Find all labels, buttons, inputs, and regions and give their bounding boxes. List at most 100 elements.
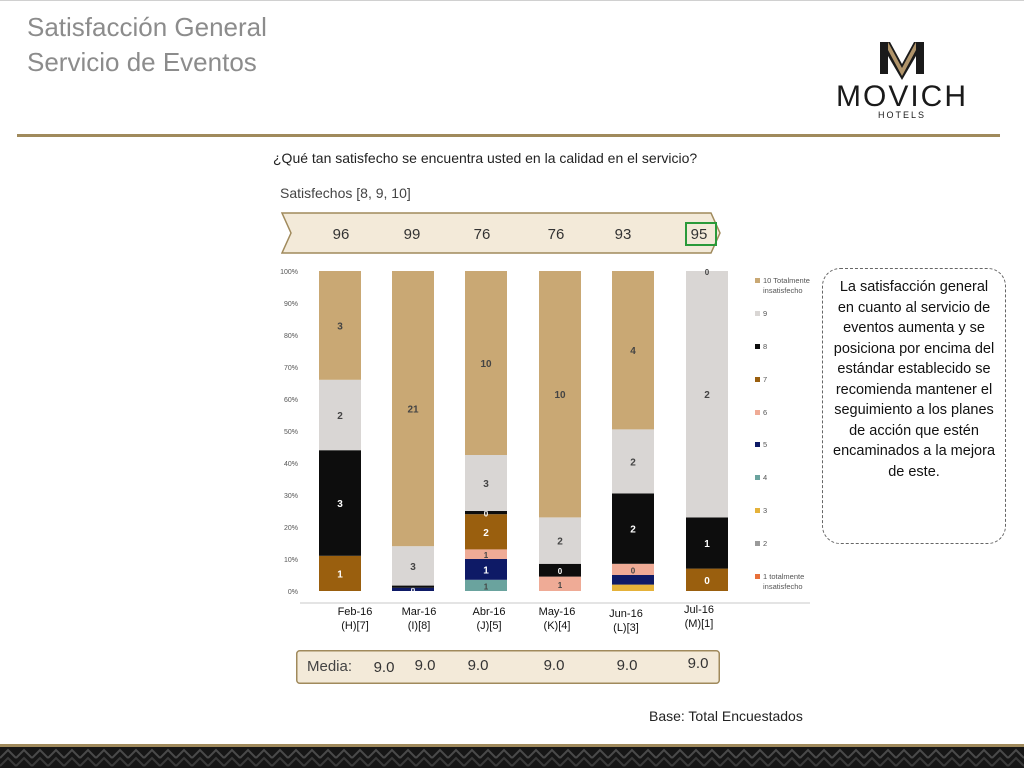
data-label: 1 [337, 569, 343, 580]
legend-label: 7 [763, 375, 767, 384]
highlight-box [685, 222, 717, 246]
y-tick-label: 0% [288, 589, 298, 596]
y-tick-label: 70% [284, 365, 298, 372]
data-label: 21 [407, 405, 419, 416]
month-name: Abr-16 [472, 606, 506, 618]
y-tick-label: 40% [284, 461, 298, 468]
data-label: 10 [554, 390, 566, 401]
y-tick-label: 80% [284, 333, 298, 340]
bar-segment [319, 379, 361, 451]
month-code: (I)[8] [407, 620, 431, 632]
y-tick-label: 20% [284, 525, 298, 532]
legend-label: 6 [763, 408, 767, 417]
footer-band [0, 744, 1024, 768]
legend-swatch [755, 541, 760, 546]
month-label: Jul-16 (M)[1] [664, 603, 734, 631]
satisfied-label: Satisfechos [8, 9, 10] [280, 185, 411, 201]
month-name: Feb-16 [337, 606, 373, 618]
legend-swatch [755, 377, 760, 382]
legend-label: 9 [763, 309, 767, 318]
data-label: 1 [483, 565, 489, 576]
insight-note: La satisfacción general en cuanto al ser… [822, 268, 1006, 544]
y-tick-label: 100% [280, 269, 298, 276]
bar-segment [465, 455, 507, 511]
bar-segment [539, 517, 581, 564]
month-name: May-16 [538, 606, 576, 618]
logo-brand: MOVICH [836, 80, 968, 113]
media-box [296, 650, 720, 684]
data-label: 0 [558, 567, 563, 576]
bar-segment [612, 429, 654, 494]
movich-logo: MOVICH HOTELS [836, 42, 968, 120]
month-code: (H)[7] [341, 620, 369, 632]
bar-segment [465, 271, 507, 455]
bar-segment [392, 546, 434, 586]
bar-segment [686, 568, 728, 591]
legend-label: insatisfecho [763, 286, 803, 295]
media-value: 9.0 [543, 657, 565, 674]
bar-segment [319, 555, 361, 591]
month-label: Feb-16 (H)[7] [320, 605, 390, 633]
legend-label: 8 [763, 342, 767, 351]
bar-segment [539, 563, 581, 577]
bar-segment [392, 585, 434, 588]
logo-sub: HOTELS [878, 110, 926, 120]
media-value: 9.0 [414, 657, 436, 674]
data-label: 1 [484, 551, 489, 560]
header-rule [17, 134, 1000, 137]
bar-segment [465, 514, 507, 550]
bar-segment [612, 271, 654, 430]
data-label: 1 [558, 581, 563, 590]
bar-segment [612, 493, 654, 564]
slide-title: Satisfacción General Servicio de Eventos [27, 10, 267, 80]
data-label: 0 [484, 510, 489, 519]
satisfied-value: 76 [547, 226, 565, 243]
legend-label: insatisfecho [763, 582, 803, 591]
satisfied-value: 93 [614, 226, 632, 243]
base-note: Base: Total Encuestados [649, 708, 803, 724]
title-line-2: Servicio de Eventos [27, 47, 257, 77]
bar-segment [686, 271, 728, 518]
legend-swatch [755, 344, 760, 349]
month-name: Jun-16 [609, 608, 643, 620]
y-tick-label: 50% [284, 429, 298, 436]
month-label: Mar-16 (I)[8] [384, 605, 454, 633]
month-label: Jun-16 (L)[3] [591, 607, 661, 635]
legend-label: 2 [763, 539, 767, 548]
bar-segment [612, 575, 654, 585]
data-label: 3 [337, 499, 343, 510]
bar-segment [612, 563, 654, 575]
legend-swatch [755, 442, 760, 447]
bar-segment [539, 271, 581, 518]
legend-swatch [755, 410, 760, 415]
bar-segment [392, 271, 434, 547]
legend-label: 4 [763, 473, 767, 482]
media-value: 9.0 [616, 657, 638, 674]
media-value: 9.0 [467, 657, 489, 674]
satisfied-value: 76 [473, 226, 491, 243]
legend-label: 10 Totalmente [763, 276, 810, 285]
data-label: 3 [483, 479, 489, 490]
title-line-1: Satisfacción General [27, 12, 267, 42]
bar-segment [392, 587, 434, 591]
legend-swatch [755, 475, 760, 480]
data-label: 2 [630, 525, 636, 536]
bar-segment [465, 549, 507, 559]
y-tick-label: 60% [284, 397, 298, 404]
legend-label: 5 [763, 440, 767, 449]
satisfied-banner [281, 212, 721, 254]
satisfied-value: 95 [690, 226, 708, 243]
legend-swatch [755, 574, 760, 579]
legend-swatch [755, 278, 760, 283]
bar-segment [465, 579, 507, 591]
data-label: 10 [480, 359, 492, 370]
data-label: 3 [410, 562, 416, 573]
data-label: 0 [411, 586, 416, 595]
bar-segment [319, 450, 361, 556]
data-label: 3 [337, 321, 343, 332]
top-border [0, 0, 1024, 1]
bar-segment [319, 271, 361, 380]
bar-segment [686, 517, 728, 569]
month-code: (L)[3] [613, 622, 639, 634]
